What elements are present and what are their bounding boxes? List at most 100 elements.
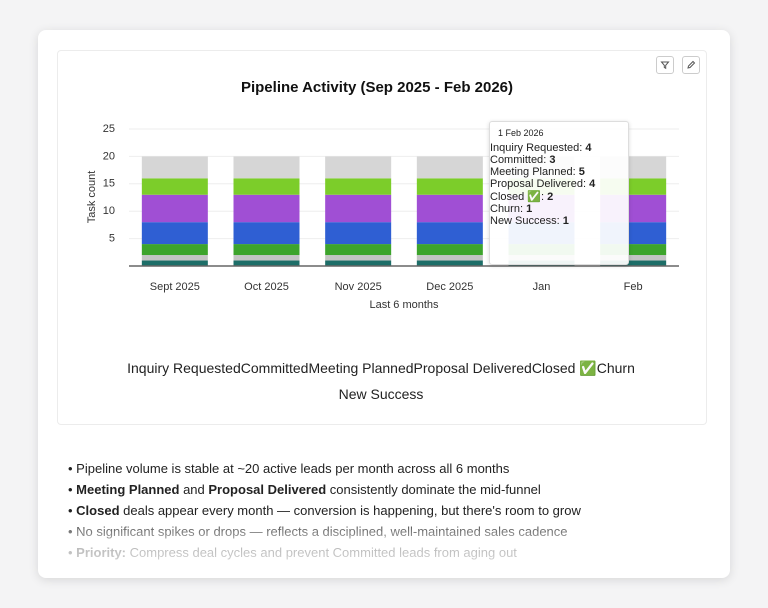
bar-segment — [233, 194, 300, 223]
note: Pipeline volume is stable at ~20 active … — [68, 458, 708, 479]
x-tick-label: Jan — [533, 281, 551, 293]
tooltip-name: New Success — [490, 215, 563, 227]
note-text: No significant spikes or drops — reflect… — [76, 524, 568, 539]
note-text: Closed — [76, 503, 120, 518]
tooltip-name: Committed — [490, 154, 549, 166]
legend-item: Churn — [597, 360, 635, 377]
tooltip-name: Churn — [490, 203, 526, 215]
bar-segment — [325, 178, 392, 195]
legend-label: Meeting Planned — [308, 360, 414, 376]
tooltip-row: Meeting Planned5 — [490, 166, 628, 178]
note-text: Meeting Planned — [76, 482, 180, 497]
legend-item: Inquiry Requested — [127, 360, 241, 377]
tooltip-value: 4 — [585, 142, 592, 154]
bar-segment — [416, 194, 483, 223]
legend-label: Committed — [240, 360, 309, 376]
tooltip-row: Churn1 — [490, 203, 628, 215]
note-text: Proposal Delivered — [208, 482, 327, 497]
bar-segment — [600, 255, 667, 261]
bar-segment — [233, 260, 300, 266]
x-tick-label: Dec 2025 — [426, 281, 473, 293]
bar-segment — [325, 222, 392, 245]
note-text: consistently dominate the mid-funnel — [326, 482, 541, 497]
filter-icon — [660, 61, 670, 70]
tooltip-row: Inquiry Requested4 — [490, 142, 628, 154]
y-tick-label: 10 — [103, 205, 115, 217]
bar-segment — [233, 156, 300, 179]
note-text: Priority: — [76, 545, 127, 560]
x-tick-label: Feb — [624, 281, 643, 293]
y-axis-label: Task count — [86, 171, 98, 224]
y-tick-label: 15 — [103, 178, 115, 190]
y-tick-label: 25 — [103, 123, 115, 135]
y-tick-label: 5 — [109, 233, 115, 245]
tooltip-row: Proposal Delivered4 — [490, 178, 628, 190]
bar-segment — [416, 244, 483, 256]
x-axis-label: Last 6 months — [369, 299, 439, 311]
tooltip-value: 4 — [589, 178, 596, 190]
legend-item: Closed ✅ — [532, 360, 597, 377]
bar-segment — [141, 156, 208, 179]
tooltip-name: Inquiry Requested — [490, 142, 585, 154]
bar-segment — [600, 244, 667, 256]
bar-segment — [325, 194, 392, 223]
x-tick-label: Oct 2025 — [244, 281, 289, 293]
legend-item: Meeting Planned — [308, 360, 413, 377]
note-text: and — [179, 482, 209, 497]
bar-segment — [141, 260, 208, 266]
tooltip-name: Proposal Delivered — [490, 178, 589, 190]
edit-button[interactable] — [682, 56, 700, 74]
edit-icon — [687, 60, 696, 69]
bar-segment — [233, 244, 300, 256]
x-tick-label: Sept 2025 — [150, 281, 200, 293]
legend-label: Churn — [596, 360, 635, 376]
y-tick-label: 20 — [103, 150, 115, 162]
bar-segment — [233, 178, 300, 195]
bar-segment — [141, 222, 208, 245]
note: Closed deals appear every month — conver… — [68, 500, 708, 521]
chart-title: Pipeline Activity (Sep 2025 - Feb 2026) — [241, 79, 513, 96]
tooltip-row: Closed ✅2 — [490, 190, 628, 203]
bar-segment — [141, 178, 208, 195]
legend-label: Proposal Delivered — [413, 360, 532, 376]
tooltip: 1 Feb 2026 Inquiry Requested4Committed3M… — [489, 121, 629, 265]
bar-segment — [325, 244, 392, 256]
tooltip-value: 3 — [549, 154, 556, 166]
bar-segment — [141, 194, 208, 223]
bar-segment — [325, 255, 392, 261]
legend: Inquiry Requested Committed Meeting Planne… — [96, 360, 666, 402]
bar-segment — [416, 260, 483, 266]
note: Priority: Compress deal cycles and preve… — [68, 542, 708, 563]
legend-item: Committed — [241, 360, 309, 377]
tooltip-name: Meeting Planned — [490, 166, 579, 178]
bar-segment — [325, 260, 392, 266]
filter-button[interactable] — [656, 56, 674, 74]
bar-segment — [233, 255, 300, 261]
bar-segment — [141, 244, 208, 256]
tooltip-name: Closed ✅ — [490, 191, 547, 203]
bar-segment — [600, 260, 667, 266]
legend-label: Inquiry Requested — [127, 360, 241, 376]
tooltip-value: 2 — [547, 191, 554, 203]
tooltip-title: 1 Feb 2026 — [498, 128, 544, 138]
legend-label: Closed ✅ — [531, 360, 597, 376]
note-text: Pipeline volume is stable at ~20 active … — [76, 461, 510, 476]
bar-segment — [325, 156, 392, 179]
bar-segment — [416, 255, 483, 261]
tooltip-value: 5 — [578, 166, 585, 178]
bar-segment — [416, 222, 483, 245]
notes: Pipeline volume is stable at ~20 active … — [68, 458, 708, 563]
tooltip-value: 1 — [526, 203, 533, 215]
chart: Pipeline Activity (Sep 2025 - Feb 2026) … — [86, 79, 679, 311]
note-text: Compress deal cycles and prevent Committ… — [126, 545, 517, 560]
legend-item: New Success — [339, 386, 424, 402]
tooltip-row: Committed3 — [490, 154, 628, 166]
bar-segment — [416, 178, 483, 195]
note-text: deals appear every month — conversion is… — [119, 503, 581, 518]
bar-segment — [233, 222, 300, 245]
bar-segment — [141, 255, 208, 261]
x-tick-label: Nov 2025 — [335, 281, 382, 293]
bar-segment — [416, 156, 483, 179]
